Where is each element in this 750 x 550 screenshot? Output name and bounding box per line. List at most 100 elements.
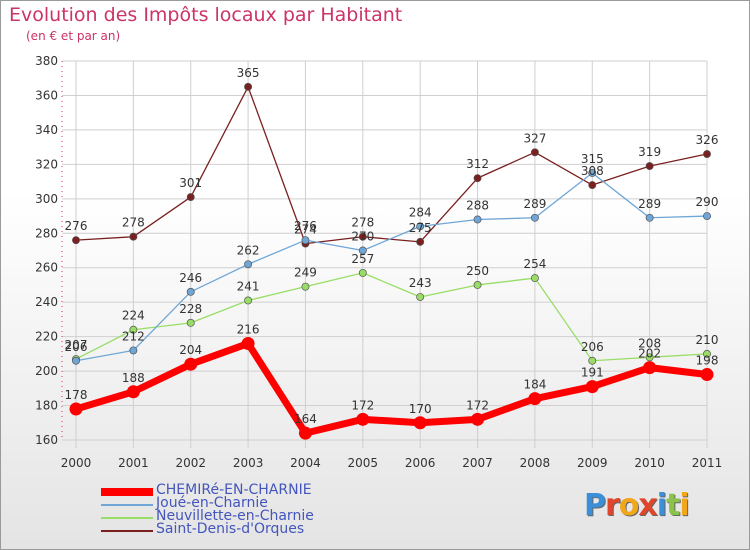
data-point [416, 222, 425, 231]
x-tick-label: 2003 [233, 456, 264, 470]
data-label: 275 [409, 221, 432, 235]
data-label: 208 [638, 336, 661, 350]
proxiti-logo: Proxiti [584, 488, 690, 523]
y-tick-label: 320 [35, 157, 58, 171]
y-tick-label: 240 [35, 295, 58, 309]
data-label: 308 [581, 164, 604, 178]
data-point [703, 150, 711, 158]
data-point [244, 296, 253, 305]
data-label: 212 [122, 329, 145, 343]
data-label: 249 [294, 266, 317, 280]
data-point [301, 282, 310, 291]
data-label: 246 [179, 271, 202, 285]
x-tick-label: 2010 [634, 456, 665, 470]
data-label: 188 [122, 371, 145, 385]
y-tick-label: 360 [35, 88, 58, 102]
data-point [72, 356, 80, 365]
logo-letter: r [605, 488, 620, 523]
data-label: 228 [179, 302, 202, 316]
legend-swatch [101, 488, 153, 496]
y-tick-label: 180 [35, 399, 58, 413]
y-tick-label: 260 [35, 261, 58, 275]
y-tick-label: 160 [35, 433, 58, 447]
data-point [530, 213, 539, 222]
data-point [241, 337, 255, 351]
logo-letter: i [679, 488, 689, 523]
data-label: 276 [65, 219, 88, 233]
data-point [186, 193, 195, 202]
logo-letter: o [618, 488, 640, 523]
data-point [356, 412, 370, 426]
data-point [126, 385, 140, 399]
data-label: 250 [466, 264, 489, 278]
data-label: 224 [122, 309, 145, 323]
data-label: 172 [351, 398, 374, 412]
y-tick-label: 280 [35, 226, 58, 240]
logo-letter: x [638, 488, 657, 523]
logo-letter: t [666, 488, 680, 523]
data-label: 319 [638, 145, 661, 159]
data-label: 206 [65, 340, 88, 354]
data-point [588, 181, 597, 189]
data-point [588, 169, 597, 177]
data-point [69, 402, 83, 416]
data-label: 164 [294, 412, 317, 426]
data-label: 327 [523, 131, 546, 145]
legend-label: CHEMIRé-EN-CHARNIE [156, 482, 312, 498]
legend-label: Saint-Denis-d'Orques [156, 521, 305, 537]
x-tick-label: 2008 [520, 456, 551, 470]
legend-item: CHEMIRé-EN-CHARNIE [101, 482, 401, 498]
legend-swatch [101, 530, 153, 532]
data-point [643, 361, 657, 375]
data-point [588, 356, 597, 365]
legend-swatch [101, 517, 153, 519]
data-point [298, 426, 312, 440]
data-point [473, 215, 482, 224]
data-point [129, 325, 138, 334]
logo-letter: P [584, 488, 606, 523]
data-point [129, 232, 138, 241]
data-label: 290 [696, 195, 719, 209]
data-label: 301 [179, 176, 202, 190]
data-label: 241 [237, 279, 260, 293]
data-label: 278 [351, 216, 374, 230]
data-point [645, 213, 654, 222]
data-point [186, 318, 195, 327]
x-tick-label: 2007 [462, 456, 493, 470]
data-point [645, 162, 654, 171]
data-point [416, 237, 425, 246]
legend-item: Joué-en-Charnie [101, 495, 401, 511]
data-label: 274 [294, 223, 317, 237]
data-point [358, 232, 367, 241]
x-tick-label: 2005 [348, 456, 379, 470]
data-point [416, 293, 425, 301]
data-label: 170 [409, 402, 432, 416]
data-point [645, 353, 654, 362]
data-label: 243 [409, 276, 432, 290]
data-point [471, 412, 485, 426]
data-label: 216 [237, 323, 260, 337]
data-point [585, 380, 599, 394]
data-point [301, 236, 310, 245]
data-point [358, 246, 367, 255]
series-line [75, 172, 708, 362]
data-point [703, 212, 711, 220]
series-line [75, 86, 708, 245]
data-point [473, 281, 482, 289]
data-label: 184 [523, 378, 546, 392]
data-point [473, 174, 482, 183]
data-label: 289 [638, 197, 661, 211]
series-line [74, 340, 708, 437]
x-tick-label: 2002 [175, 456, 206, 470]
data-label: 257 [351, 252, 374, 266]
data-label: 365 [237, 66, 260, 80]
data-point [186, 287, 195, 296]
data-label: 289 [523, 197, 546, 211]
data-label: 206 [581, 340, 604, 354]
x-tick-label: 2009 [577, 456, 608, 470]
data-label: 202 [638, 347, 661, 361]
x-tick-label: 2011 [692, 456, 723, 470]
x-tick-label: 2004 [290, 456, 321, 470]
